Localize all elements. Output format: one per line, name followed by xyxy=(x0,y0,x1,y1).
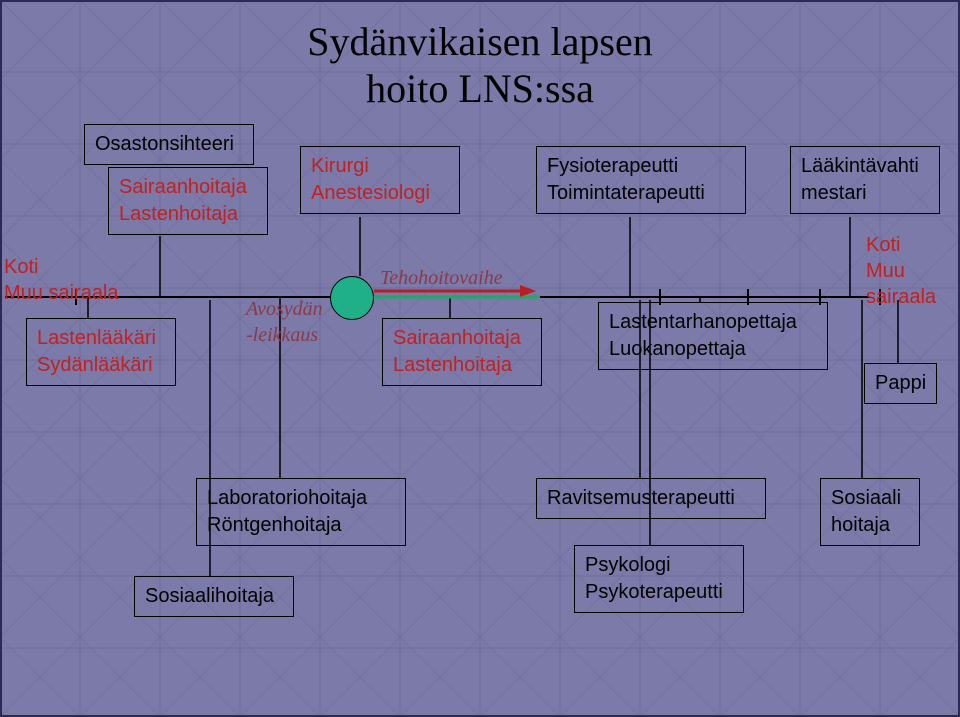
node-pappi-l1: Pappi xyxy=(875,372,926,394)
node-sosiaali1: Sosiaalihoitaja xyxy=(134,576,294,617)
node-sairaan1-l2: Lastenhoitaja xyxy=(119,203,238,225)
avosydan-l1: Avosydän xyxy=(246,298,323,320)
node-soshoit: Sosiaali hoitaja xyxy=(820,478,920,546)
side-left-l2: Muu sairaala xyxy=(4,282,119,304)
node-laakvahti-l2: mestari xyxy=(801,182,867,204)
node-lasten-l1: Lastenlääkäri xyxy=(37,327,156,349)
node-laakvahti-l1: Lääkintävahti xyxy=(801,155,919,177)
node-psyko: Psykologi Psykoterapeutti xyxy=(574,545,744,613)
node-soshoit-l2: hoitaja xyxy=(831,514,890,536)
side-right-l1: Koti xyxy=(866,234,900,256)
node-lab-l2: Röntgenhoitaja xyxy=(207,514,342,536)
side-label-left: Koti Muu sairaala xyxy=(4,254,119,306)
node-kirurgi: Kirurgi Anestesiologi xyxy=(300,146,460,214)
node-psyko-l1: Psykologi xyxy=(585,554,671,576)
node-fysio: Fysioterapeutti Toimintaterapeutti xyxy=(536,146,746,214)
side-left-l1: Koti xyxy=(4,256,38,278)
node-laakvahti: Lääkintävahti mestari xyxy=(790,146,940,214)
node-opettaja-l2: Luokanopettaja xyxy=(609,338,746,360)
node-sairaan2-l1: Sairaanhoitaja xyxy=(393,327,521,349)
avosydan-circle xyxy=(330,276,374,320)
side-right-l2: Muu xyxy=(866,260,905,282)
title-line1: Sydänvikaisen lapsen xyxy=(0,18,960,65)
node-lasten-l2: Sydänlääkäri xyxy=(37,354,153,376)
node-fysio-l2: Toimintaterapeutti xyxy=(547,182,705,204)
node-pappi: Pappi xyxy=(864,363,937,404)
node-sosiaali1-l1: Sosiaalihoitaja xyxy=(145,585,274,607)
node-sairaan1: Sairaanhoitaja Lastenhoitaja xyxy=(108,167,268,235)
node-psyko-l2: Psykoterapeutti xyxy=(585,581,723,603)
node-ravitse-l1: Ravitsemusterapeutti xyxy=(547,487,735,509)
node-opettaja: Lastentarhanopettaja Luokanopettaja xyxy=(598,302,828,370)
side-right-l3: sairaala xyxy=(866,286,936,308)
node-osasto: Osastonsihteeri xyxy=(84,124,254,165)
node-lasten: Lastenlääkäri Sydänlääkäri xyxy=(26,318,176,386)
node-ravitse: Ravitsemusterapeutti xyxy=(536,478,766,519)
node-fysio-l1: Fysioterapeutti xyxy=(547,155,678,177)
node-kirurgi-l1: Kirurgi xyxy=(311,155,369,177)
title-line2: hoito LNS:ssa xyxy=(0,65,960,112)
side-label-right: Koti Muu sairaala xyxy=(866,232,936,310)
node-lab: Laboratoriohoitaja Röntgenhoitaja xyxy=(196,478,406,546)
node-osasto-l1: Osastonsihteeri xyxy=(95,133,234,155)
node-sairaan1-l1: Sairaanhoitaja xyxy=(119,176,247,198)
node-lab-l1: Laboratoriohoitaja xyxy=(207,487,367,509)
node-sairaan2-l2: Lastenhoitaja xyxy=(393,354,512,376)
node-opettaja-l1: Lastentarhanopettaja xyxy=(609,311,797,333)
avosydan-label: Avosydän -leikkaus xyxy=(246,296,323,348)
teho-label: Tehohoitovaihe xyxy=(380,265,503,291)
node-soshoit-l1: Sosiaali xyxy=(831,487,901,509)
content-layer: Sydänvikaisen lapsen hoito LNS:ssa Koti … xyxy=(0,0,960,717)
node-kirurgi-l2: Anestesiologi xyxy=(311,182,430,204)
avosydan-l2: -leikkaus xyxy=(246,324,318,346)
node-sairaan2: Sairaanhoitaja Lastenhoitaja xyxy=(382,318,542,386)
